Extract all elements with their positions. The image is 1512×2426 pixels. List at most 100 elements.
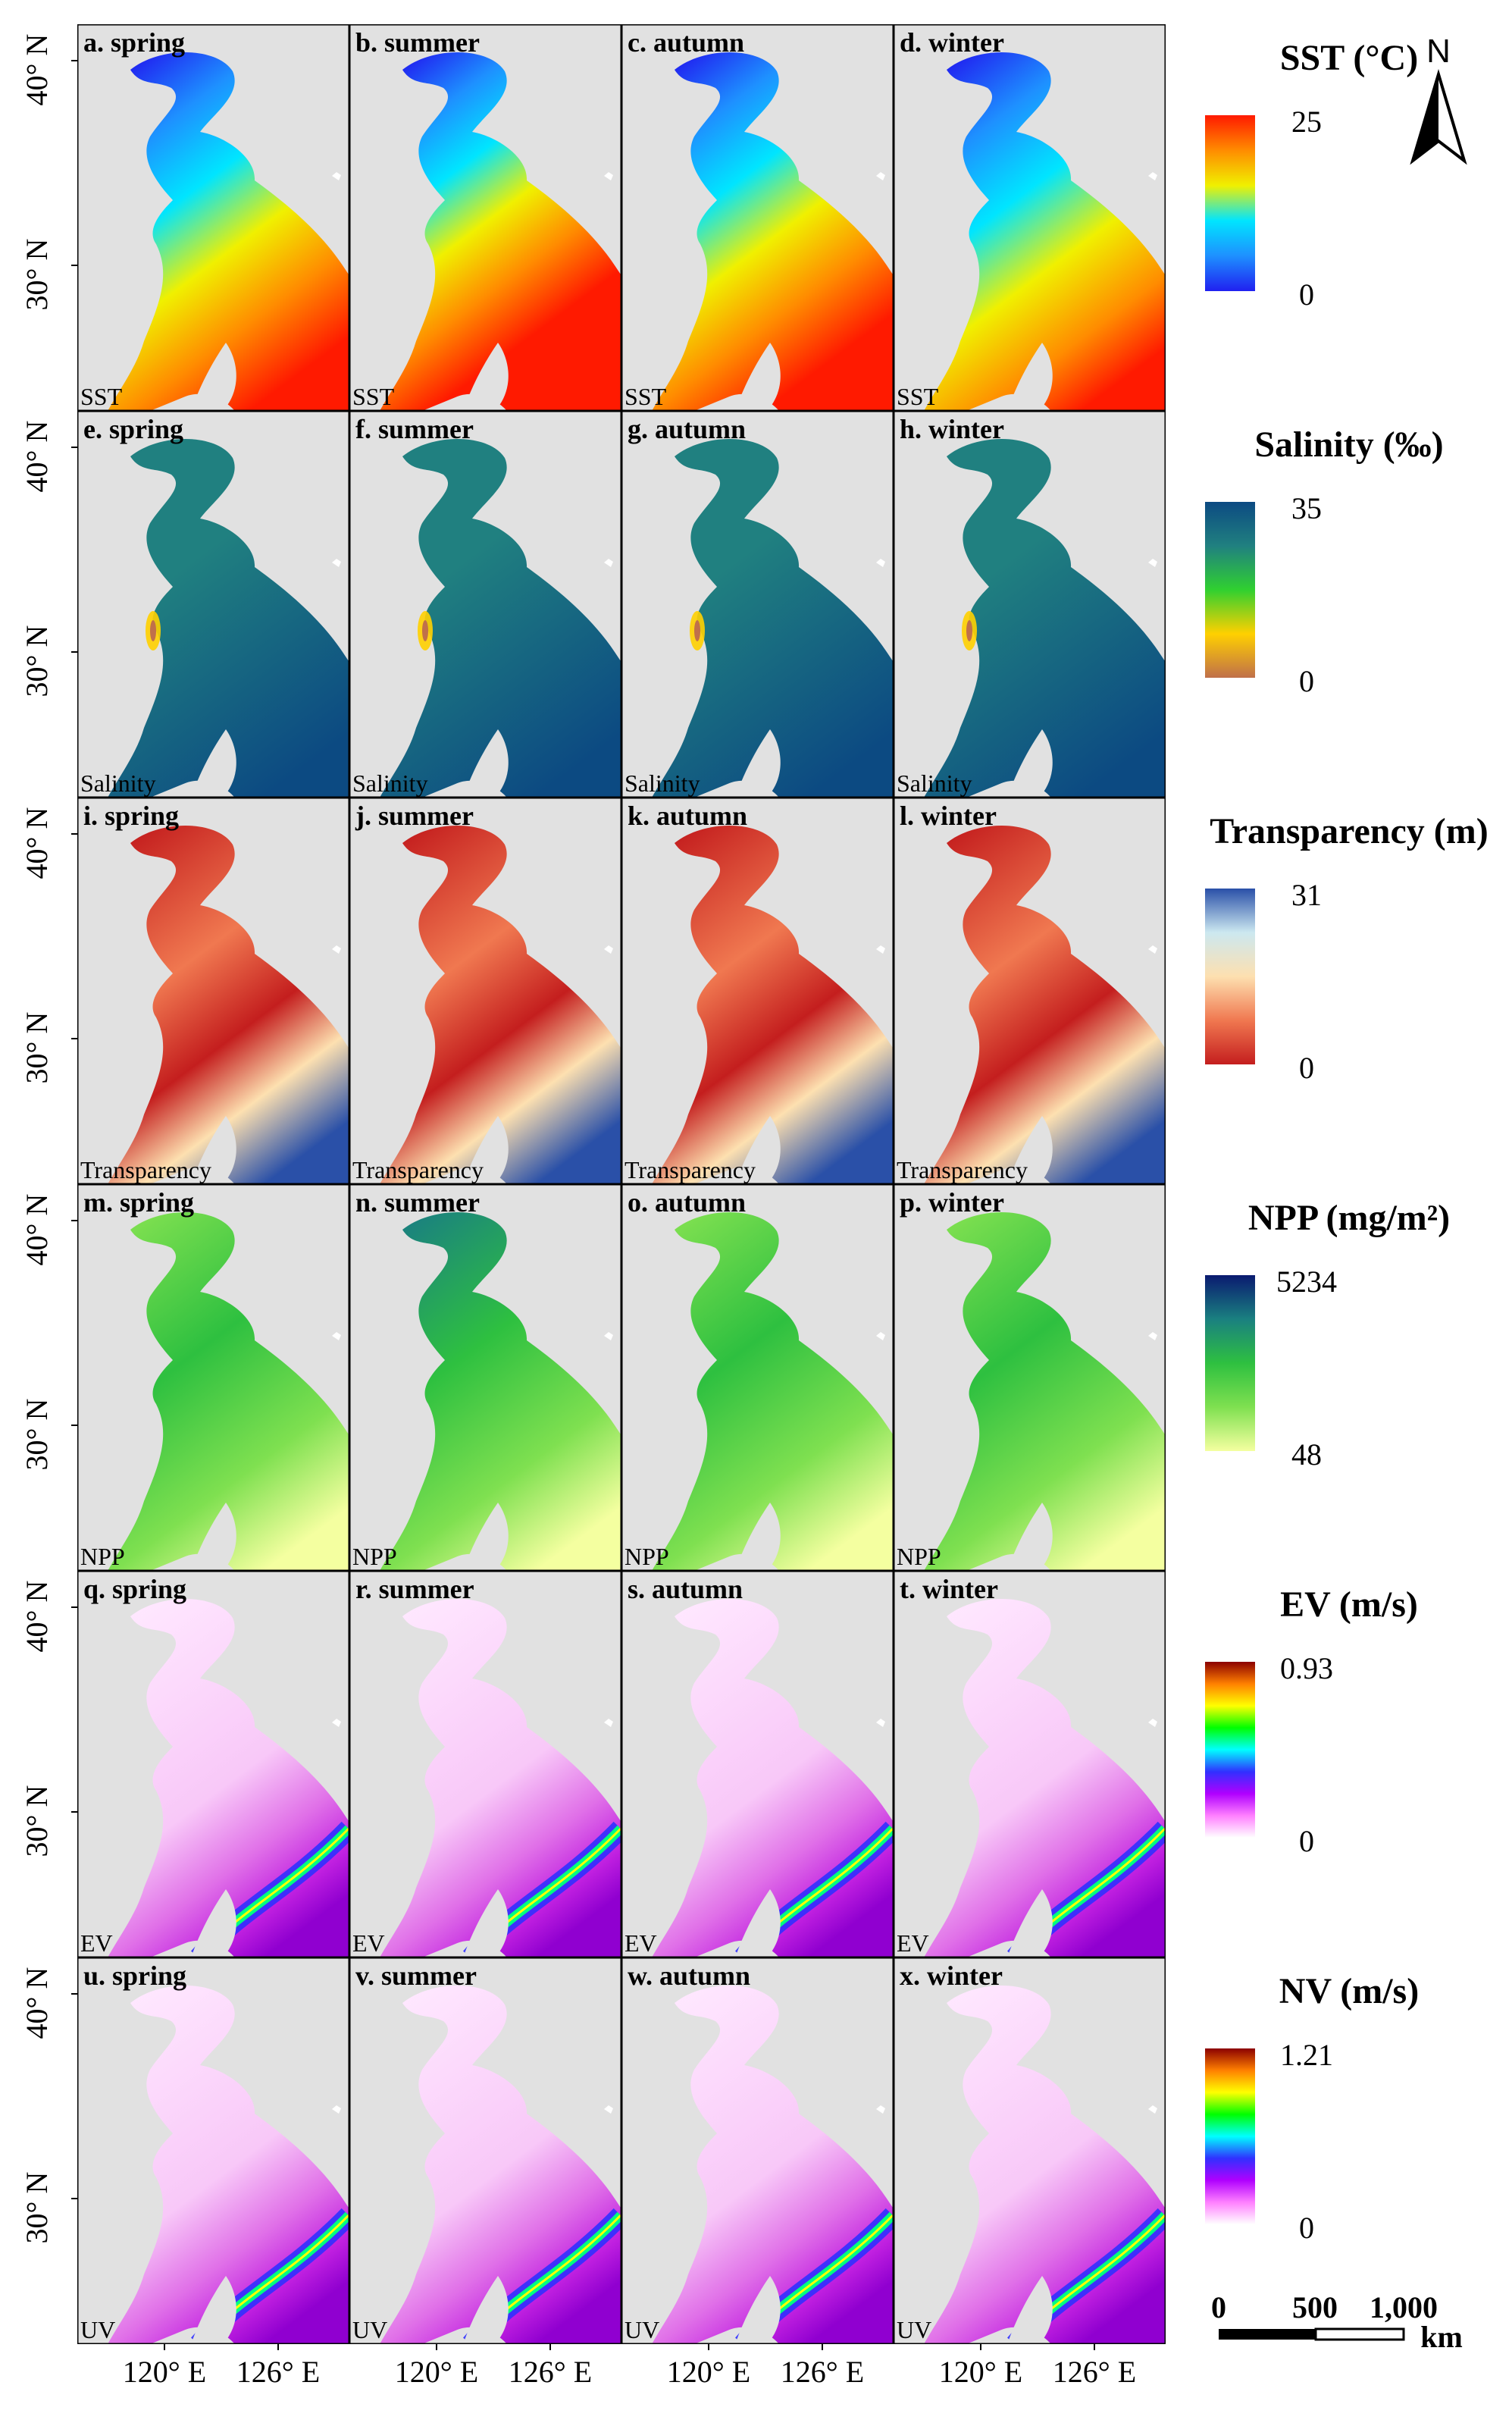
colorbar-sst (1205, 115, 1255, 291)
panel-variable-label-j: Transparency (352, 1156, 484, 1183)
map-panel-u-uv-spring: u. spring UV (77, 1957, 349, 2344)
scale-bar-max: 1,000 (1370, 2290, 1438, 2324)
map-panel-r-ev-summer: r. summer EV (349, 1571, 621, 1957)
map-panel-v-uv-summer: v. summer UV (349, 1957, 621, 2344)
panel-title-u: u. spring (83, 1961, 186, 1991)
panel-variable-label-p: NPP (897, 1543, 941, 1570)
map-panel-j-transparency-summer: j. summer Transparency (349, 798, 621, 1184)
scale-bar-unit: km (1420, 2320, 1463, 2354)
panel-variable-label-q: EV (80, 1929, 113, 1957)
map-panel-e-salinity-spring: e. spring Salinity (77, 411, 349, 798)
panel-variable-label-a: SST (80, 383, 123, 410)
panel-title-t: t. winter (900, 1574, 998, 1604)
panel-title-r: r. summer (355, 1574, 474, 1604)
latitude-label: 40° N (20, 1194, 54, 1266)
map-panel-c-sst-autumn: c. autumn SST (621, 24, 894, 411)
colorbar-npp (1205, 1275, 1255, 1451)
panel-variable-label-e: Salinity (80, 769, 156, 797)
legend-title-sst: SST (°C) (1280, 38, 1418, 78)
axis-labels: 40° N 30° N 40° N 30° N 40° N 30° N 40° N 30° N… (20, 34, 1136, 2389)
colorbar-transparency (1205, 889, 1255, 1064)
legend-max-ev: 0.93 (1280, 1651, 1333, 1685)
panel-title-p: p. winter (900, 1187, 1004, 1218)
latitude-label: 30° N (20, 2172, 54, 2244)
colorbar-uv (1205, 2048, 1255, 2224)
panel-variable-label-b: SST (352, 383, 395, 410)
panel-title-c: c. autumn (628, 27, 744, 58)
map-panel-a-sst-spring: a. spring SST (77, 24, 349, 411)
map-panel-x-uv-winter: x. winter UV (894, 1957, 1166, 2344)
legend-min-npp: 48 (1291, 1437, 1322, 1472)
panel-variable-label-c: SST (625, 383, 667, 410)
panel-variable-label-h: Salinity (897, 769, 972, 797)
longitude-label: 126° E (781, 2355, 864, 2389)
panel-title-n: n. summer (355, 1187, 480, 1218)
scale-bar-zero: 0 (1211, 2290, 1226, 2324)
latitude-label: 30° N (20, 1399, 54, 1471)
panel-title-l: l. winter (900, 801, 997, 831)
panel-title-v: v. summer (355, 1961, 477, 1991)
panel-title-g: g. autumn (628, 414, 746, 444)
longitude-label: 120° E (123, 2355, 206, 2389)
panel-variable-label-n: NPP (352, 1543, 397, 1570)
map-panel-w-uv-autumn: w. autumn UV (621, 1957, 894, 2344)
longitude-label: 120° E (939, 2355, 1022, 2389)
legend-min-ev: 0 (1299, 1824, 1314, 1858)
colorbar-ev (1205, 1662, 1255, 1838)
panel-title-s: s. autumn (628, 1574, 743, 1604)
panel-title-w: w. autumn (628, 1961, 750, 1991)
legend-title-ev: EV (m/s) (1280, 1584, 1418, 1625)
legend-max-npp: 5234 (1276, 1265, 1337, 1299)
legend-min-uv: 0 (1299, 2211, 1314, 2245)
panel-variable-label-t: EV (897, 1929, 929, 1957)
longitude-label: 126° E (509, 2355, 592, 2389)
map-panel-d-sst-winter: d. winter SST (894, 24, 1166, 411)
scale-bar-mid: 500 (1292, 2290, 1338, 2324)
panel-variable-label-i: Transparency (80, 1156, 211, 1183)
latitude-label: 40° N (20, 1967, 54, 2039)
latitude-label: 30° N (20, 625, 54, 697)
panel-title-a: a. spring (83, 27, 185, 58)
legend-min-salinity: 0 (1299, 664, 1314, 698)
panel-variable-label-l: Transparency (897, 1156, 1028, 1183)
map-panels: a. spring SST b. summer SST c. autumn SST d. w… (77, 24, 1166, 2344)
latitude-label: 40° N (20, 421, 54, 493)
panel-title-x: x. winter (900, 1961, 1003, 1991)
map-panel-p-npp-winter: p. winter NPP (894, 1184, 1166, 1571)
panel-title-i: i. spring (83, 801, 179, 831)
map-panel-b-sst-summer: b. summer SST (349, 24, 621, 411)
legend-max-sst: 25 (1291, 105, 1322, 139)
map-panel-t-ev-winter: t. winter EV (894, 1571, 1166, 1957)
longitude-label: 126° E (1053, 2355, 1136, 2389)
panel-variable-label-o: NPP (625, 1543, 669, 1570)
panel-title-h: h. winter (900, 414, 1004, 444)
panel-title-m: m. spring (83, 1187, 194, 1218)
latitude-label: 30° N (20, 1785, 54, 1857)
map-panel-g-salinity-autumn: g. autumn Salinity (621, 411, 894, 798)
latitude-label: 40° N (20, 34, 54, 106)
map-panel-n-npp-summer: n. summer NPP (349, 1184, 621, 1571)
panel-title-f: f. summer (355, 414, 474, 444)
legend-max-salinity: 35 (1291, 491, 1322, 525)
legend-title-transparency: Transparency (m) (1210, 811, 1489, 851)
north-arrow-label: N (1426, 33, 1451, 70)
legend-min-transparency: 0 (1299, 1051, 1314, 1085)
panel-variable-label-u: UV (80, 2316, 115, 2343)
panel-title-o: o. autumn (628, 1187, 746, 1218)
latitude-label: 40° N (20, 807, 54, 879)
legend-min-sst: 0 (1299, 277, 1314, 312)
map-panel-s-ev-autumn: s. autumn EV (621, 1571, 894, 1957)
map-panel-k-transparency-autumn: k. autumn Transparency (621, 798, 894, 1184)
panel-title-b: b. summer (355, 27, 480, 58)
panel-variable-label-w: UV (625, 2316, 659, 2343)
longitude-label: 120° E (395, 2355, 478, 2389)
panel-variable-label-s: EV (625, 1929, 657, 1957)
latitude-label: 30° N (20, 239, 54, 311)
panel-variable-label-x: UV (897, 2316, 931, 2343)
map-panel-f-salinity-summer: f. summer Salinity (349, 411, 621, 798)
legend-max-transparency: 31 (1291, 878, 1322, 912)
legend-max-uv: 1.21 (1280, 2038, 1333, 2072)
panel-title-e: e. spring (83, 414, 183, 444)
